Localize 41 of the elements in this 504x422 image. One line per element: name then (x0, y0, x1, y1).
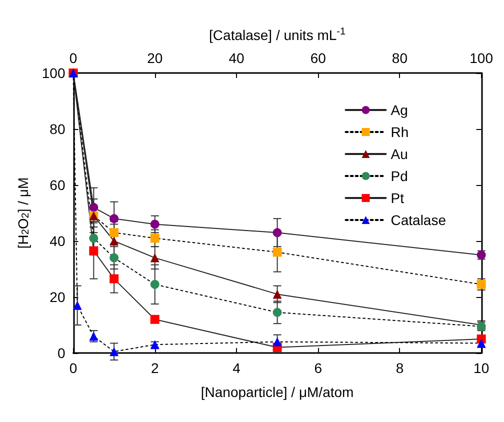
point (272, 248, 282, 257)
point (110, 253, 119, 262)
x-tick-label: 6 (314, 360, 322, 376)
legend-label: Au (390, 146, 408, 162)
y-tick-label: 100 (42, 65, 66, 81)
point (110, 274, 119, 284)
point (150, 280, 160, 289)
legend-label: Pt (390, 190, 404, 206)
y-tick-label: 40 (50, 233, 66, 249)
x-tick-label: 4 (232, 360, 241, 376)
x-tick-label: 10 (474, 360, 490, 376)
point (272, 290, 282, 299)
point (110, 214, 119, 224)
x2-tick-label: 60 (310, 50, 326, 66)
x2-tick-label: 100 (470, 50, 494, 66)
point (110, 236, 119, 246)
y-tick-label: 20 (50, 289, 66, 305)
y-tick-label: 80 (50, 121, 66, 137)
point (150, 314, 160, 324)
x2-tick-label: 40 (228, 50, 244, 66)
point (272, 228, 282, 238)
y-tick-label: 0 (57, 345, 66, 361)
y-tick-label: 60 (50, 177, 66, 193)
legend-label: Ag (390, 102, 408, 118)
x-tick-label: 2 (150, 360, 159, 376)
x2-tick-label: 80 (392, 50, 408, 66)
point (89, 202, 98, 212)
point (89, 234, 98, 243)
point (150, 253, 160, 262)
point (110, 228, 119, 238)
legend-label: Pd (390, 168, 408, 184)
legend-label: Catalase (390, 212, 446, 228)
x-axis-title: [Nanoparticle] / μM/atom (200, 384, 354, 400)
x2-tick-label: 0 (69, 50, 78, 66)
point (89, 246, 98, 256)
x-tick-label: 0 (69, 360, 78, 376)
y-axis-title: [H2O2] / μM (15, 177, 32, 249)
x2-tick-label: 20 (147, 50, 163, 66)
point (272, 308, 282, 317)
x-tick-label: 8 (396, 360, 404, 376)
legend-label: Rh (390, 124, 409, 140)
